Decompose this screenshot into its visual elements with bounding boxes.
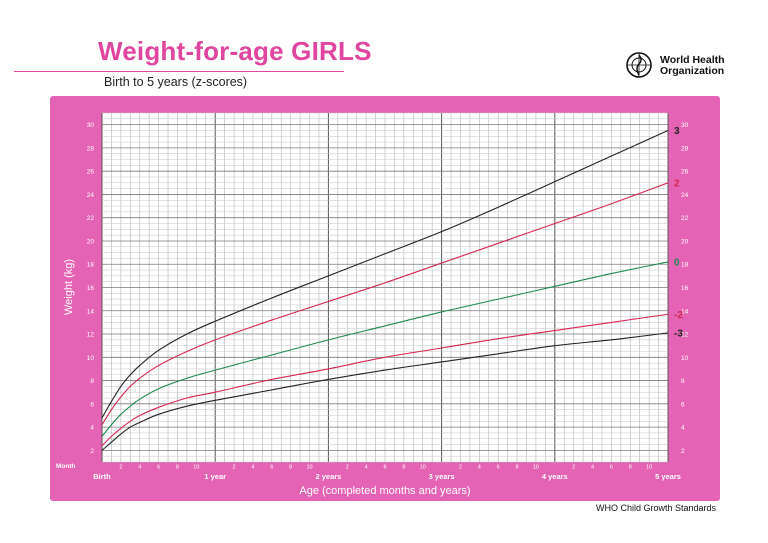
- year-tick-label: 3 years: [429, 472, 455, 481]
- month-tick-label: 4: [138, 465, 141, 471]
- y-tick-label: 8: [681, 378, 685, 385]
- year-tick-label: Birth: [93, 472, 111, 481]
- month-tick-label: 6: [270, 465, 273, 471]
- who-logo: World Health Organization: [624, 50, 734, 80]
- month-tick-label: 10: [420, 465, 426, 471]
- month-tick-label: 10: [646, 465, 652, 471]
- zscore-line--2: [101, 313, 669, 447]
- month-tick-label: 6: [383, 465, 386, 471]
- month-tick-label: 6: [157, 465, 160, 471]
- y-tick-label: 22: [681, 215, 689, 222]
- chart-title: Weight-for-age GIRLS: [98, 36, 372, 66]
- zscore-line-3: [101, 129, 669, 419]
- grid-lines: [101, 112, 669, 463]
- y-tick-label: 30: [87, 122, 95, 129]
- zscore-line--3: [101, 332, 669, 451]
- month-tick-label: 4: [591, 465, 594, 471]
- y-tick-label: 14: [87, 308, 95, 315]
- who-name: World Health Organization: [660, 55, 725, 77]
- y-tick-label: 22: [87, 215, 95, 222]
- zscore-line-2: [101, 182, 669, 426]
- month-tick-label: 8: [516, 465, 519, 471]
- y-tick-label: 20: [87, 238, 95, 245]
- month-tick-label: 2: [346, 465, 349, 471]
- month-tick-label: 4: [365, 465, 368, 471]
- month-tick-label: 8: [629, 465, 632, 471]
- month-tick-label: 8: [289, 465, 292, 471]
- title-underline: [14, 71, 344, 72]
- month-tick-label: 2: [572, 465, 575, 471]
- y-tick-label: 28: [87, 145, 95, 152]
- y-tick-label: 18: [681, 262, 689, 269]
- who-name-line2: Organization: [660, 65, 725, 77]
- year-tick-label: 4 years: [542, 472, 568, 481]
- zscore-label--2: -2: [674, 310, 683, 321]
- zscore-label-2: 2: [674, 178, 680, 189]
- y-tick-label: 10: [681, 355, 689, 362]
- y-tick-label: 6: [681, 401, 685, 408]
- zscore-lines: [101, 129, 669, 451]
- month-tick-label: 4: [251, 465, 254, 471]
- y-tick-label: 14: [681, 308, 689, 315]
- zscore-labels: 3 2 0 -2 -3: [674, 126, 683, 339]
- y-tick-label: 16: [87, 285, 95, 292]
- year-tick-label: 1 year: [204, 472, 226, 481]
- month-tick-label: 2: [233, 465, 236, 471]
- y-tick-label: 12: [87, 332, 95, 339]
- month-tick-label: 6: [610, 465, 613, 471]
- y-tick-label: 16: [681, 285, 689, 292]
- month-tick-label: 4: [478, 465, 481, 471]
- month-tick-label: 10: [306, 465, 312, 471]
- month-tick-label: 2: [459, 465, 462, 471]
- y-tick-label: 4: [90, 425, 94, 432]
- zscore-label-3: 3: [674, 126, 680, 137]
- y-tick-label: 26: [681, 169, 689, 176]
- y-tick-label: 8: [90, 378, 94, 385]
- y-tick-label: 20: [681, 238, 689, 245]
- month-tick-label: 8: [402, 465, 405, 471]
- y-tick-label: 30: [681, 122, 689, 129]
- y-tick-label: 12: [681, 332, 689, 339]
- month-tick-label: 2: [119, 465, 122, 471]
- month-tick-label: 10: [533, 465, 539, 471]
- who-emblem-icon: [626, 52, 652, 78]
- y-tick-label: 6: [90, 401, 94, 408]
- y-axis-label: Weight (kg): [63, 259, 75, 315]
- y-tick-label: 2: [681, 448, 685, 455]
- y-tick-label: 4: [681, 425, 685, 432]
- y-tick-label: 2: [90, 448, 94, 455]
- who-name-line1: World Health: [660, 54, 725, 66]
- x-tick-labels: 2 4 6 8 10 2 4 6 8 10 2 4 6 8 10 2 4 6 8 10 2 4 6 8 10 Birth 1 yea…: [93, 465, 681, 482]
- month-label: Month: [56, 463, 76, 470]
- zscore-line-0: [101, 261, 669, 437]
- y-tick-label: 24: [681, 192, 689, 199]
- source-footer: WHO Child Growth Standards: [595, 503, 716, 513]
- zscore-label-0: 0: [674, 257, 680, 268]
- x-axis-label: Age (completed months and years): [299, 485, 470, 497]
- year-tick-label: 5 years: [655, 472, 681, 481]
- month-tick-label: 10: [193, 465, 199, 471]
- y-tick-label: 26: [87, 169, 95, 176]
- y-tick-label: 18: [87, 262, 95, 269]
- month-tick-label: 8: [176, 465, 179, 471]
- y-tick-label: 28: [681, 145, 689, 152]
- y-tick-label: 24: [87, 192, 95, 199]
- year-tick-label: 2 years: [315, 472, 341, 481]
- month-tick-label: 6: [497, 465, 500, 471]
- chart-subtitle: Birth to 5 years (z-scores): [104, 75, 248, 89]
- y-tick-label: 10: [87, 355, 95, 362]
- zscore-label--3: -3: [674, 328, 683, 339]
